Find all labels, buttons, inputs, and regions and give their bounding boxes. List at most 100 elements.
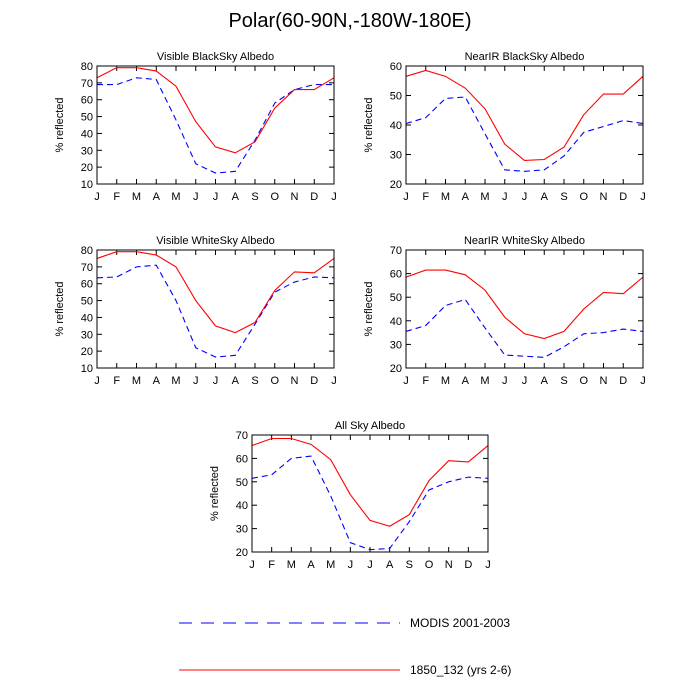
x-tick-label: N [600, 191, 608, 203]
x-tick-label: A [462, 191, 470, 203]
x-tick-label: A [153, 375, 161, 387]
panel-title: NearIR WhiteSky Albedo [464, 235, 585, 247]
x-tick-label: J [640, 191, 646, 203]
page-title: Polar(60-90N,-180W-180E) [228, 10, 472, 32]
x-tick-label: J [640, 375, 646, 387]
panel-title: NearIR BlackSky Albedo [465, 51, 585, 63]
legend-entry-label: 1850_132 (yrs 2-6) [410, 663, 511, 677]
x-tick-label: F [113, 375, 120, 387]
y-tick-label: 70 [390, 245, 402, 257]
x-tick-label: D [310, 191, 318, 203]
model-series-line [251, 437, 489, 527]
x-tick-label: D [619, 191, 627, 203]
y-tick-label: 50 [390, 91, 402, 103]
y-axis-label: % reflected [363, 97, 375, 152]
y-tick-label: 60 [81, 95, 93, 107]
x-tick-label: J [522, 375, 528, 387]
x-tick-label: N [291, 191, 299, 203]
y-tick-label: 70 [236, 430, 248, 442]
x-tick-label: J [213, 191, 219, 203]
plot-frame [405, 65, 644, 185]
y-tick-label: 30 [390, 150, 402, 162]
x-tick-label: S [560, 191, 567, 203]
x-tick-label: S [560, 375, 567, 387]
x-tick-label: J [193, 191, 199, 203]
y-tick-label: 80 [81, 61, 93, 73]
y-tick-label: 20 [81, 346, 93, 358]
x-tick-label: J [502, 191, 508, 203]
plot-frame [96, 249, 335, 369]
x-tick-label: A [232, 191, 240, 203]
y-tick-label: 60 [390, 61, 402, 73]
x-tick-label: J [94, 191, 100, 203]
x-tick-label: M [287, 559, 296, 571]
x-tick-label: A [153, 191, 161, 203]
y-tick-label: 50 [236, 477, 248, 489]
x-tick-label: O [270, 191, 279, 203]
x-tick-label: N [600, 375, 608, 387]
x-tick-label: F [422, 191, 429, 203]
x-tick-label: M [171, 191, 180, 203]
y-tick-label: 30 [390, 339, 402, 351]
x-tick-label: D [310, 375, 318, 387]
plot-frame [251, 434, 489, 553]
modis-series-line [97, 77, 334, 174]
x-tick-label: J [213, 375, 219, 387]
panel-title: Visible WhiteSky Albedo [156, 235, 274, 247]
x-tick-label: J [502, 375, 508, 387]
y-tick-label: 60 [390, 269, 402, 281]
y-tick-label: 30 [236, 524, 248, 536]
model-series-line [405, 69, 644, 161]
y-tick-label: 20 [236, 547, 248, 559]
legend-entry-label: MODIS 2001-2003 [410, 616, 510, 630]
x-tick-label: A [386, 559, 394, 571]
x-tick-label: S [251, 375, 258, 387]
y-axis-label: % reflected [54, 281, 66, 336]
y-tick-label: 40 [81, 312, 93, 324]
x-tick-label: M [441, 375, 450, 387]
x-tick-label: F [268, 559, 275, 571]
x-tick-label: J [94, 375, 100, 387]
x-tick-label: M [326, 559, 335, 571]
y-tick-label: 80 [81, 245, 93, 257]
y-tick-label: 70 [81, 78, 93, 90]
x-tick-label: M [480, 191, 489, 203]
x-tick-label: F [113, 191, 120, 203]
x-tick-label: M [132, 375, 141, 387]
x-tick-label: J [193, 375, 199, 387]
x-tick-label: A [232, 375, 240, 387]
y-tick-label: 30 [81, 145, 93, 157]
y-tick-label: 10 [81, 363, 93, 375]
x-tick-label: A [307, 559, 315, 571]
x-tick-label: S [251, 191, 258, 203]
y-tick-label: 40 [236, 500, 248, 512]
x-tick-label: J [485, 559, 491, 571]
plot-frame [405, 249, 644, 369]
x-tick-label: F [422, 375, 429, 387]
y-tick-label: 40 [81, 128, 93, 140]
y-tick-label: 40 [390, 316, 402, 328]
y-tick-label: 40 [390, 120, 402, 132]
x-tick-label: O [579, 375, 588, 387]
y-tick-label: 20 [81, 162, 93, 174]
x-tick-label: M [441, 191, 450, 203]
y-tick-label: 70 [81, 262, 93, 274]
x-tick-label: A [541, 375, 549, 387]
x-tick-label: D [464, 559, 472, 571]
modis-series-line [405, 96, 644, 172]
x-tick-label: J [331, 191, 337, 203]
panel-title: Visible BlackSky Albedo [157, 51, 274, 63]
x-tick-label: M [132, 191, 141, 203]
y-tick-label: 30 [81, 329, 93, 341]
y-axis-label: % reflected [363, 281, 375, 336]
y-axis-label: % reflected [54, 97, 66, 152]
y-tick-label: 60 [236, 453, 248, 465]
x-tick-label: M [171, 375, 180, 387]
y-tick-label: 50 [390, 292, 402, 304]
x-tick-label: O [270, 375, 279, 387]
